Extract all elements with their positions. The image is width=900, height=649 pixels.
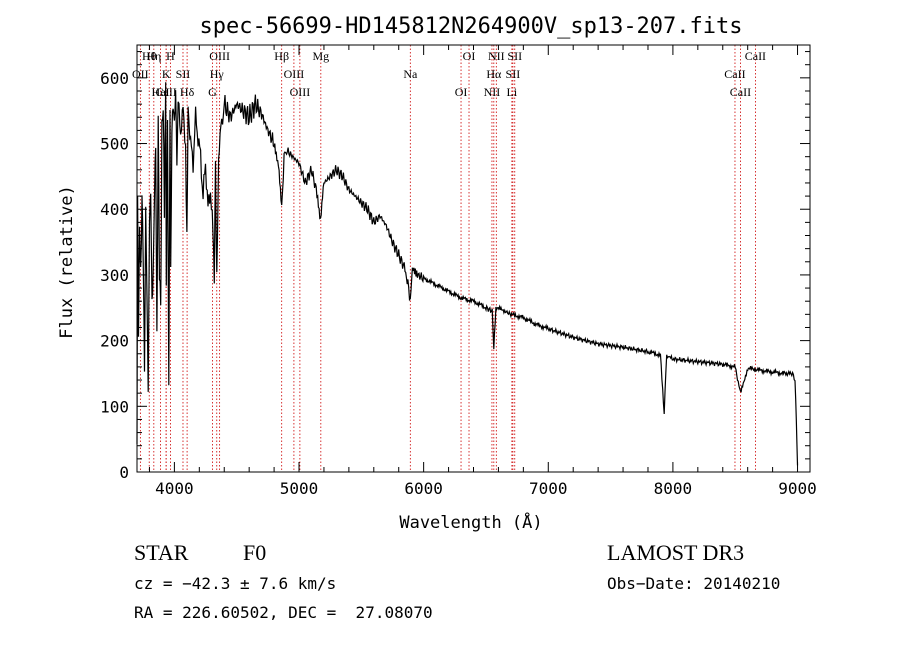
emission-line-labels: HθOIICaIIHηKHeIHSIIHδOIIIHγGHβOIIIOIIIMg… <box>132 49 766 99</box>
line-label: Na <box>403 67 418 81</box>
redshift-cz: cz = −42.3 ± 7.6 km/s <box>134 574 337 593</box>
y-tick-label: 600 <box>100 69 129 88</box>
x-tick-label: 9000 <box>778 479 817 498</box>
plot-frame <box>136 44 811 473</box>
object-subclass: F0 <box>243 540 267 565</box>
line-label: G <box>208 85 217 99</box>
line-label: Hβ <box>274 49 289 63</box>
x-axis-ticks: 4000 5000 6000 7000 8000 9000 <box>148 45 817 498</box>
line-label: HeI <box>152 85 170 99</box>
y-axis-ticks: 0 100 200 300 400 500 600 <box>100 51 810 482</box>
line-label: SII <box>506 67 521 81</box>
line-label: OI <box>455 85 468 99</box>
line-label: SII <box>507 49 522 63</box>
line-label: CaII <box>745 49 766 63</box>
flux-series-line <box>136 82 799 466</box>
line-label: OIII <box>290 85 311 99</box>
line-label: NII <box>488 49 505 63</box>
x-tick-label: 8000 <box>654 479 693 498</box>
coordinates: RA = 226.60502, DEC = 27.08070 <box>134 603 433 622</box>
x-tick-label: 6000 <box>404 479 443 498</box>
line-label: Mg <box>312 49 329 63</box>
line-label: CaII <box>730 85 751 99</box>
line-label: Hα <box>486 67 502 81</box>
line-label: Hθ <box>142 49 157 63</box>
line-label: OI <box>463 49 476 63</box>
y-tick-label: 200 <box>100 332 129 351</box>
y-tick-label: 500 <box>100 135 129 154</box>
y-tick-label: 100 <box>100 397 129 416</box>
y-tick-label: 300 <box>100 266 129 285</box>
x-axis-label: Wavelength (Å) <box>399 511 542 533</box>
line-label: K <box>162 67 171 81</box>
obs-date: Obs−Date: 20140210 <box>607 574 781 593</box>
y-tick-label: 0 <box>119 463 129 482</box>
line-label: Hδ <box>180 85 195 99</box>
chart-title: spec-56699-HD145812N264900V_sp13-207.fit… <box>199 14 742 39</box>
emission-line-markers <box>139 45 756 472</box>
line-label: Hη <box>146 49 161 63</box>
line-label: NII <box>484 85 501 99</box>
line-label: Li <box>507 85 518 99</box>
y-tick-label: 400 <box>100 200 129 219</box>
line-label: Hγ <box>210 67 225 81</box>
x-tick-label: 7000 <box>529 479 568 498</box>
object-class: STAR <box>134 540 189 565</box>
line-label: H <box>166 49 175 63</box>
x-tick-label: 4000 <box>155 479 194 498</box>
line-label: CaII <box>724 67 745 81</box>
line-label: SII <box>176 67 191 81</box>
line-label: OIII <box>209 49 230 63</box>
line-label: OII <box>132 67 149 81</box>
line-label: OIII <box>284 67 305 81</box>
survey-name: LAMOST DR3 <box>607 540 745 565</box>
x-tick-label: 5000 <box>280 479 319 498</box>
y-axis-label: Flux (relative) <box>57 185 77 339</box>
